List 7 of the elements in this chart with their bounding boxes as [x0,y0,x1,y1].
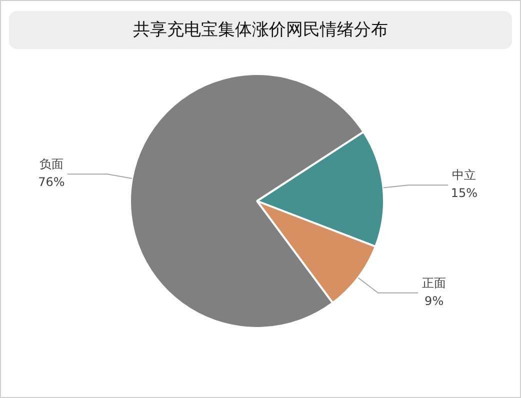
slice-label: 中立 [452,168,476,182]
slice-label: 负面 [39,157,64,172]
slice-label: 正面 [422,276,446,290]
data-label: 9% [424,294,444,308]
chart-title: 共享充电宝集体涨价网民情绪分布 [9,11,512,49]
data-label: 15% [450,186,478,200]
data-label: 76% [38,175,65,190]
